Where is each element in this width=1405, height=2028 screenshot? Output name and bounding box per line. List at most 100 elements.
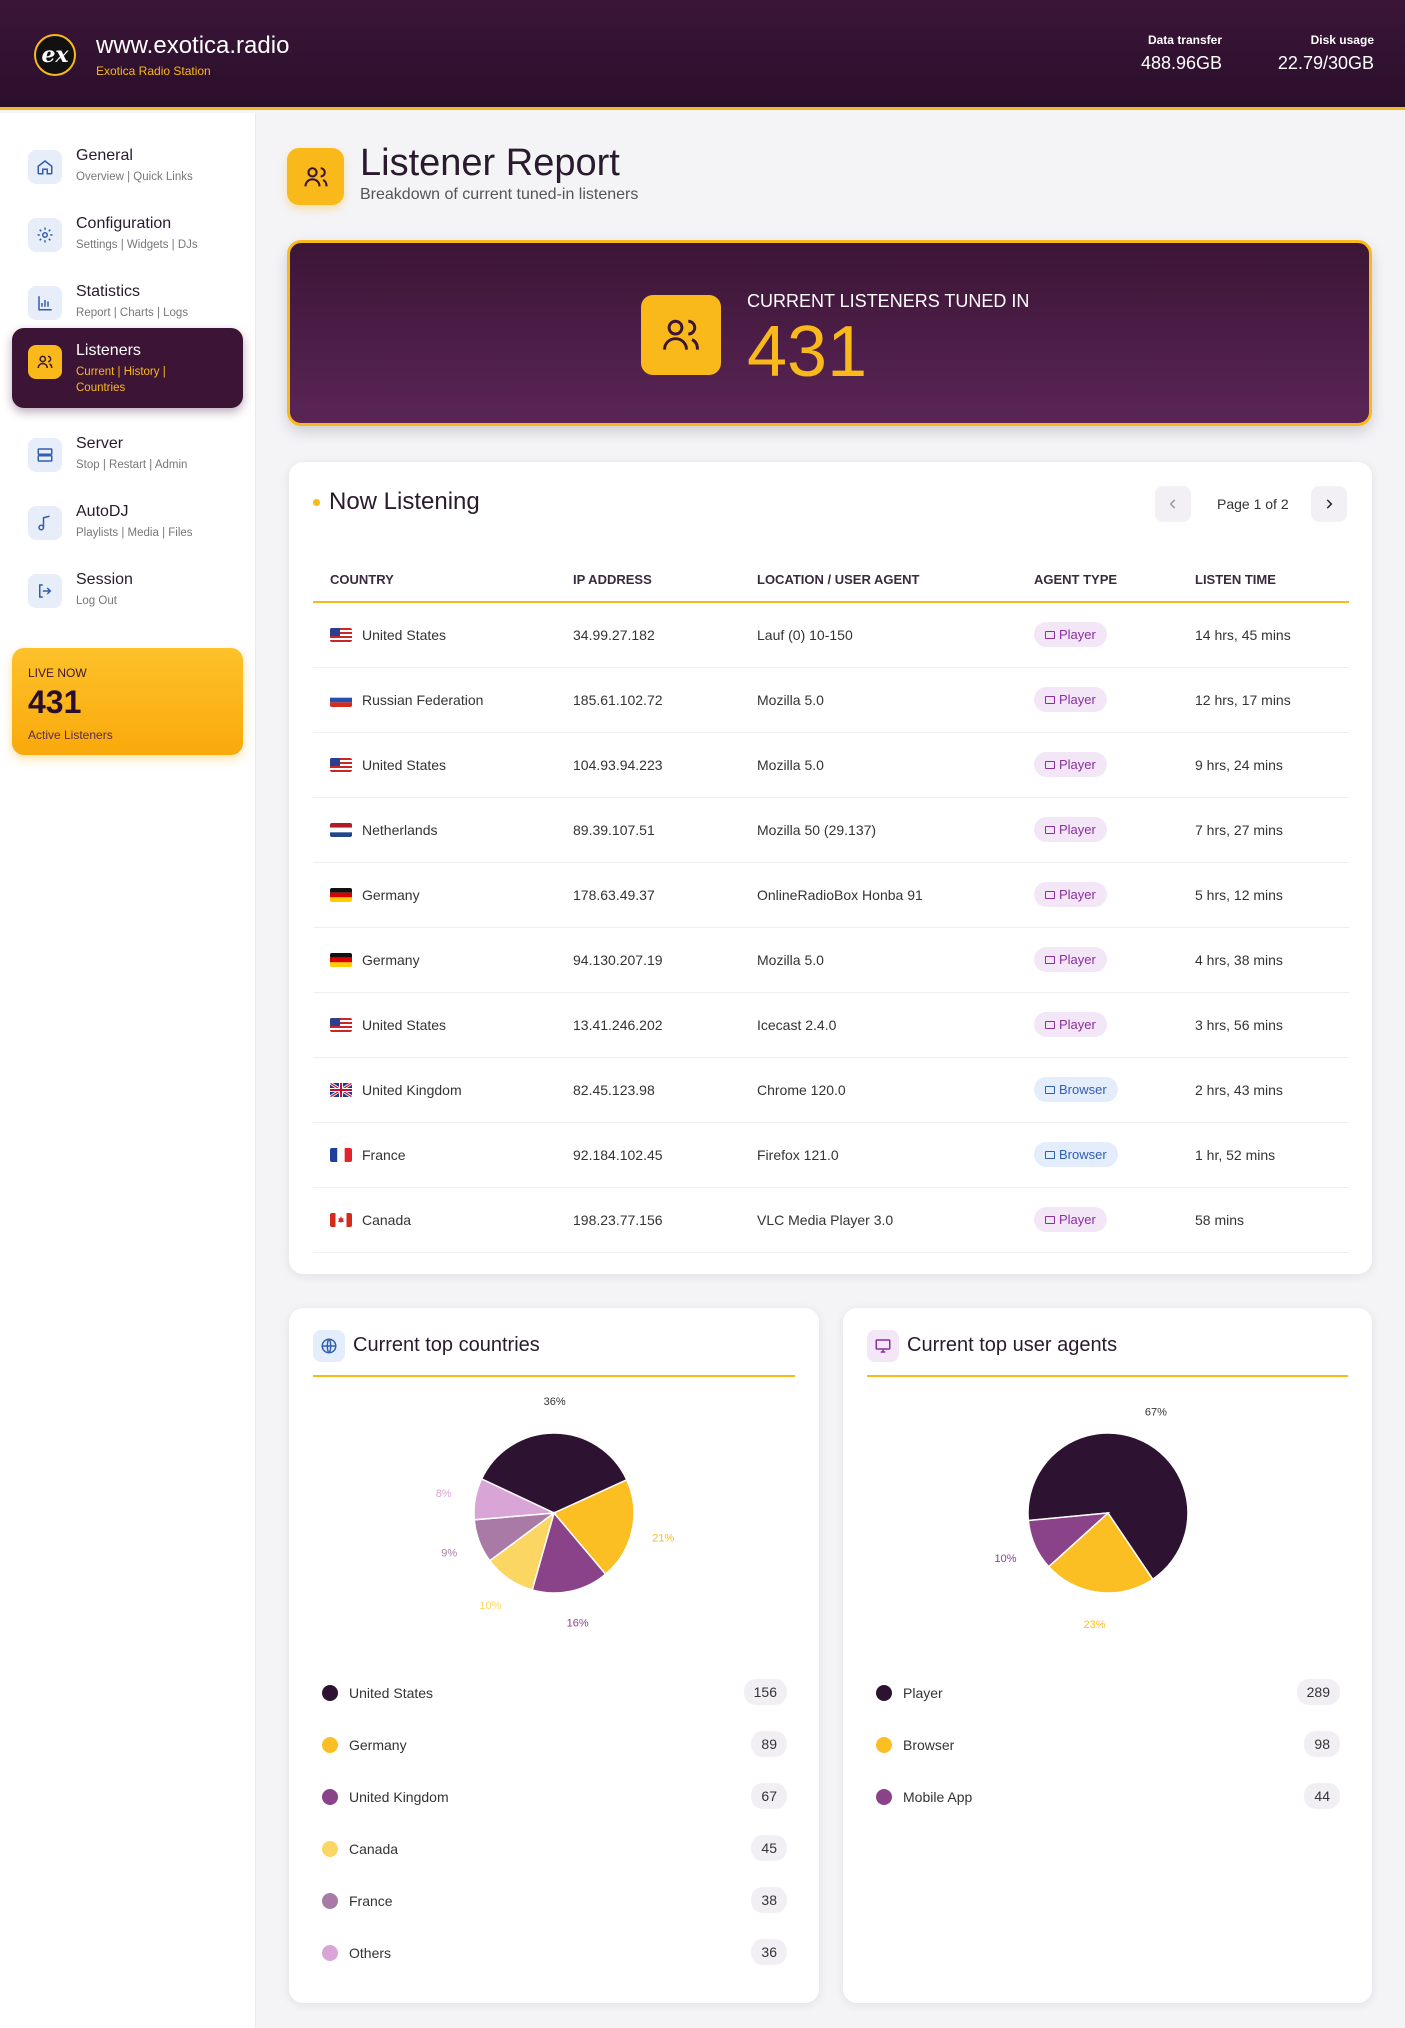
top-header: ex www.exotica.radio Exotica Radio Stati…: [0, 0, 1405, 110]
table-row[interactable]: United States 13.41.246.202 Icecast 2.4.0 P…: [313, 992, 1349, 1058]
monitor-icon: [1045, 1151, 1055, 1159]
listen-time-cell: 3 hrs, 56 mins: [1178, 992, 1349, 1058]
agent-type-cell: Browser: [1017, 1122, 1178, 1188]
monitor-icon: [1045, 956, 1055, 964]
legend-item[interactable]: Browser 98: [867, 1716, 1348, 1768]
site-name[interactable]: www.exotica.radio: [96, 32, 290, 59]
country-name: Netherlands: [362, 821, 438, 838]
chevron-left-icon: [1169, 499, 1176, 509]
table-row[interactable]: Canada 198.23.77.156 VLC Media Player 3.0 P…: [313, 1187, 1349, 1253]
ip-cell: 13.41.246.202: [556, 992, 740, 1058]
agent-cell: VLC Media Player 3.0: [740, 1187, 1017, 1253]
sidebar-item-subtitle: Current | History | Countries: [76, 366, 166, 394]
sidebar-item-server[interactable]: Server Stop | Restart | Admin: [12, 421, 243, 487]
agent-type-badge: Player: [1034, 622, 1107, 648]
prev-page-button[interactable]: [1155, 486, 1191, 522]
pie-slice[interactable]: [1027, 1432, 1189, 1581]
legend-item[interactable]: Others 36: [313, 1924, 795, 1976]
table-row[interactable]: United States 104.93.94.223 Mozilla 5.0 Pla…: [313, 732, 1349, 798]
col-ip-address[interactable]: IP ADDRESS: [556, 558, 740, 603]
site-subtitle: Exotica Radio Station: [96, 64, 211, 78]
sidebar-item-session[interactable]: Session Log Out: [12, 557, 243, 623]
agent-type-label: Player: [1059, 757, 1096, 772]
table-row[interactable]: United States 34.99.27.182 Lauf (0) 10-150…: [313, 602, 1349, 668]
pie-slice[interactable]: [531, 1511, 607, 1594]
agent-type-label: Player: [1059, 952, 1096, 967]
country-name: France: [362, 1146, 406, 1163]
home-icon: [28, 150, 62, 184]
countries-legend: United States 156 Germany 89 United Kingdom 6…: [313, 1664, 795, 1976]
legend-count: 67: [751, 1783, 787, 1809]
agent-type-cell: Player: [1017, 927, 1178, 993]
sidebar-item-title: General: [76, 147, 133, 164]
pie-slice[interactable]: [1027, 1512, 1111, 1568]
legend-swatch: [322, 1685, 338, 1701]
sidebar-item-title: Configuration: [76, 215, 172, 232]
table-row[interactable]: France 92.184.102.45 Firefox 121.0 Browser 1…: [313, 1122, 1349, 1188]
sidebar-item-listeners[interactable]: Listeners Current | History | Countries: [12, 328, 243, 408]
current-listeners-hero: CURRENT LISTENERS TUNED IN 431: [287, 240, 1372, 426]
pie-slice[interactable]: [473, 1477, 557, 1521]
countries-pie-chart: 36% 21% 16% 10% 9% 8%: [436, 1396, 675, 1629]
legend-swatch: [322, 1737, 338, 1753]
table-row[interactable]: Germany 178.63.49.37 OnlineRadioBox Honba …: [313, 862, 1349, 928]
agent-cell: Firefox 121.0: [740, 1122, 1017, 1188]
sidebar-item-configuration[interactable]: Configuration Settings | Widgets | DJs: [12, 201, 243, 267]
page-indicator: Page 1 of 2: [1217, 496, 1289, 512]
sidebar-item-subtitle: Playlists | Media | Files: [76, 527, 193, 539]
data-transfer-label: Data transfer: [1147, 33, 1222, 47]
legend-count: 45: [751, 1835, 787, 1861]
legend-label: Others: [349, 1945, 392, 1961]
flag-us-icon: [330, 627, 352, 642]
pie-percent-label: 10%: [994, 1553, 1016, 1565]
table-row[interactable]: United Kingdom 82.45.123.98 Chrome 120.0 Br…: [313, 1057, 1349, 1123]
agent-type-cell: Player: [1017, 602, 1178, 668]
bar-chart-icon: [28, 286, 62, 320]
legend-item[interactable]: France 38: [313, 1872, 795, 1924]
site-logo[interactable]: ex: [34, 34, 76, 76]
sidebar-item-autodj[interactable]: AutoDJ Playlists | Media | Files: [12, 489, 243, 555]
country-cell: France: [313, 1122, 556, 1188]
agent-type-badge: Player: [1034, 817, 1107, 842]
table-row[interactable]: Netherlands 89.39.107.51 Mozilla 50 (29.13…: [313, 797, 1349, 863]
pie-slice[interactable]: [552, 1478, 635, 1576]
data-transfer-stat: Data transfer 488.96GB: [1141, 33, 1222, 74]
pie-slice[interactable]: [480, 1432, 628, 1514]
legend-item[interactable]: Player 289: [867, 1664, 1348, 1716]
sidebar: General Overview | Quick Links Configura…: [0, 113, 256, 2028]
pie-percent-label: 23%: [1083, 1619, 1105, 1631]
pie-slice[interactable]: [1047, 1511, 1154, 1594]
agent-type-badge: Player: [1034, 1207, 1107, 1232]
table-row[interactable]: Germany 94.130.207.19 Mozilla 5.0 Player 4 h…: [313, 927, 1349, 993]
country-cell: Canada: [313, 1187, 556, 1253]
legend-label: Germany: [349, 1737, 407, 1753]
listen-time-cell: 2 hrs, 43 mins: [1178, 1057, 1349, 1123]
agent-type-badge: Player: [1034, 947, 1107, 972]
legend-item[interactable]: United Kingdom 67: [313, 1768, 795, 1820]
col-location-agent[interactable]: LOCATION / USER AGENT: [740, 558, 1017, 603]
table-row[interactable]: Russian Federation 185.61.102.72 Mozilla 5…: [313, 667, 1349, 733]
col-listen-time[interactable]: LISTEN TIME: [1178, 558, 1349, 603]
sidebar-item-statistics[interactable]: Statistics Report | Charts | Logs: [12, 269, 243, 335]
chevron-right-icon: [1326, 499, 1333, 509]
listen-time-cell: 58 mins: [1178, 1187, 1349, 1253]
now-listening-title: Now Listening: [329, 488, 480, 515]
col-country[interactable]: COUNTRY: [313, 558, 556, 603]
legend-item[interactable]: Mobile App 44: [867, 1768, 1348, 1820]
country-name: Germany: [362, 951, 420, 968]
listeners-table: COUNTRY IP ADDRESS LOCATION / USER AGENT…: [313, 558, 1349, 1253]
agent-type-badge: Player: [1034, 687, 1107, 712]
legend-item[interactable]: Canada 45: [313, 1820, 795, 1872]
legend-item[interactable]: Germany 89: [313, 1716, 795, 1768]
chart-divider: [867, 1375, 1348, 1377]
col-agent-type[interactable]: AGENT TYPE: [1017, 558, 1178, 603]
agent-cell: Mozilla 50 (29.137): [740, 797, 1017, 863]
sidebar-item-general[interactable]: General Overview | Quick Links: [12, 133, 243, 199]
user-agents-pie-chart: 67% 23% 10%: [994, 1407, 1189, 1631]
legend-count: 36: [751, 1939, 787, 1965]
sidebar-item-subtitle: Overview | Quick Links: [76, 171, 193, 183]
next-page-button[interactable]: [1311, 486, 1347, 522]
ip-cell: 89.39.107.51: [556, 797, 740, 863]
chart-title: Current top user agents: [907, 1334, 1118, 1356]
legend-item[interactable]: United States 156: [313, 1664, 795, 1716]
